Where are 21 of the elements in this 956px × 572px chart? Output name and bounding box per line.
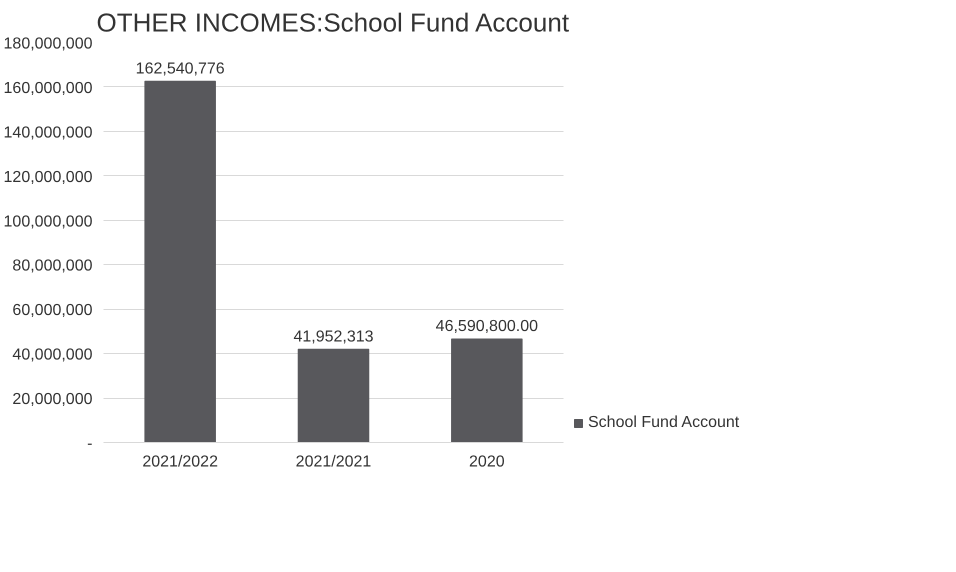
x-tick-label: 2021/2022 <box>142 454 218 470</box>
y-tick-label: 160,000,000 <box>4 80 93 97</box>
data-label: 46,590,800.00 <box>436 318 538 335</box>
chart-title: OTHER INCOMES:School Fund Account <box>96 8 570 38</box>
data-label: 41,952,313 <box>293 328 374 346</box>
y-tick-label: 40,000,000 <box>12 346 93 364</box>
y-tick-label: 100,000,000 <box>4 213 93 230</box>
x-tick-label: 2020 <box>469 454 505 470</box>
bar <box>451 338 523 442</box>
y-tick-label: 80,000,000 <box>12 258 93 275</box>
bar <box>298 348 370 442</box>
y-tick-label: 20,000,000 <box>12 391 93 408</box>
y-tick-label: 180,000,000 <box>4 36 93 52</box>
y-tick-label: 140,000,000 <box>4 124 93 142</box>
y-tick-label: 120,000,000 <box>4 168 93 186</box>
data-label: 162,540,776 <box>136 60 225 78</box>
y-tick-label: - <box>87 436 92 452</box>
x-tick-label: 2021/2021 <box>296 454 372 470</box>
legend-label: School Fund Account <box>588 414 740 432</box>
bar <box>144 80 216 442</box>
y-tick-label: 60,000,000 <box>12 302 93 320</box>
